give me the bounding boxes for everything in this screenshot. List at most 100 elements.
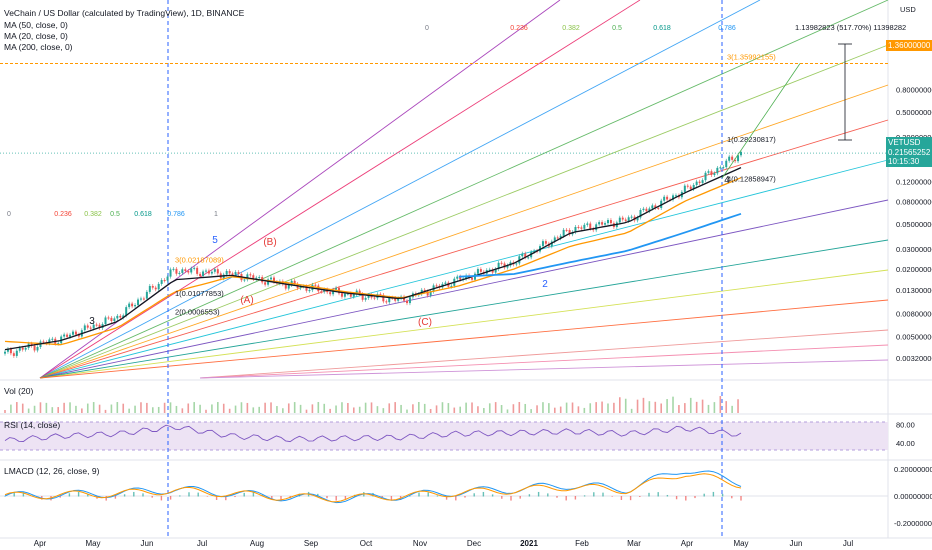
candle-body — [352, 294, 355, 297]
candle-body — [287, 285, 290, 289]
candle-body — [394, 297, 397, 301]
macd-histogram-bar — [694, 496, 696, 499]
candle-body — [128, 303, 131, 308]
candle-body — [142, 298, 145, 300]
volume-legend[interactable]: Vol (20) — [4, 386, 34, 396]
candle-body — [654, 205, 657, 208]
fib-fan-line — [39, 159, 889, 379]
rsi-legend[interactable]: RSI (14, close) — [4, 420, 61, 430]
candle-body — [737, 155, 740, 162]
volume-bar — [16, 402, 18, 413]
candle-body — [113, 318, 116, 322]
candle-body — [379, 294, 382, 296]
candle-body — [169, 269, 172, 277]
volume-bar — [512, 404, 515, 413]
candle-body — [33, 345, 36, 351]
candle-body — [544, 241, 547, 244]
fib-fan-line — [39, 269, 889, 379]
candle-body — [166, 276, 169, 281]
candle-body — [151, 285, 154, 288]
volume-bar — [737, 399, 739, 413]
volume-bar — [252, 407, 255, 413]
candle-body — [521, 253, 524, 257]
candle-body — [340, 293, 343, 297]
candle-body — [373, 297, 376, 299]
volume-bar — [642, 397, 645, 413]
time-axis-label: Oct — [360, 539, 373, 548]
volume-bar — [276, 406, 278, 413]
macd-histogram-bar — [381, 496, 383, 498]
volume-bar — [731, 405, 733, 413]
candle-body — [71, 331, 74, 335]
fib-fan-line — [39, 119, 889, 379]
volume-bar — [246, 402, 249, 413]
volume-bar — [518, 402, 521, 413]
candle-body — [574, 226, 577, 233]
volume-bar — [98, 404, 101, 413]
candle-body — [181, 269, 184, 273]
volume-bar — [388, 403, 391, 413]
candle-body — [157, 283, 160, 290]
volume-bar — [601, 401, 603, 413]
volume-bar — [199, 404, 201, 413]
volume-bar — [217, 402, 219, 413]
candle-body — [187, 270, 190, 273]
ma200-legend[interactable]: MA (200, close, 0) — [4, 42, 73, 52]
volume-bar — [128, 408, 130, 413]
macd-histogram-bar — [243, 492, 245, 497]
volume-bar — [553, 407, 556, 413]
candle-body — [202, 271, 205, 277]
macd-histogram-bar — [455, 496, 457, 501]
volume-bar — [619, 397, 621, 413]
volume-bar — [607, 403, 609, 413]
fib-fan-line — [39, 44, 889, 379]
time-axis-label: May — [733, 539, 748, 548]
candle-body — [148, 285, 151, 292]
volume-bar — [205, 409, 207, 413]
volume-bar — [666, 399, 668, 413]
volume-bar — [548, 403, 550, 413]
time-axis-label: 2021 — [520, 539, 538, 548]
time-axis-label: Aug — [250, 539, 264, 548]
price-axis-label: 0.80000000 — [896, 85, 932, 94]
candle-body — [583, 224, 586, 229]
candle-body — [403, 296, 406, 301]
volume-bar — [57, 407, 60, 413]
candle-body — [701, 180, 704, 183]
candle-body — [639, 210, 642, 218]
candle-body — [666, 196, 669, 200]
macd-legend[interactable]: LMACD (12, 26, close, 9) — [4, 466, 100, 476]
candle-body — [672, 195, 675, 200]
ma50-legend[interactable]: MA (50, close, 0) — [4, 20, 68, 30]
volume-bar — [193, 402, 195, 413]
target-price-tag: 1.36000000 — [886, 40, 932, 51]
candle-body — [728, 156, 731, 161]
volume-bar — [672, 396, 674, 413]
volume-bar — [624, 398, 627, 413]
volume-bar — [240, 402, 243, 413]
volume-bar — [571, 402, 574, 413]
ma20-legend[interactable]: MA (20, close, 0) — [4, 31, 68, 41]
candle-body — [145, 291, 148, 299]
candle-body — [116, 315, 119, 319]
volume-bar — [494, 402, 497, 413]
volume-bar — [222, 403, 225, 413]
candle-body — [580, 227, 583, 229]
volume-bar — [211, 404, 213, 413]
time-axis-label: Apr — [681, 539, 694, 548]
volume-bar — [27, 408, 30, 413]
candle-body — [107, 317, 110, 319]
macd-histogram-bar — [602, 492, 604, 497]
volume-bar — [630, 408, 633, 413]
volume-bar — [187, 403, 190, 413]
volume-bar — [488, 403, 491, 413]
candle-body — [92, 324, 95, 329]
candle-body — [695, 181, 698, 185]
macd-histogram-bar — [547, 493, 549, 497]
fib-fan-line — [39, 0, 641, 379]
candle-body — [719, 167, 722, 169]
candle-body — [598, 222, 601, 225]
volume-bar — [163, 402, 166, 413]
candle-body — [4, 351, 6, 354]
